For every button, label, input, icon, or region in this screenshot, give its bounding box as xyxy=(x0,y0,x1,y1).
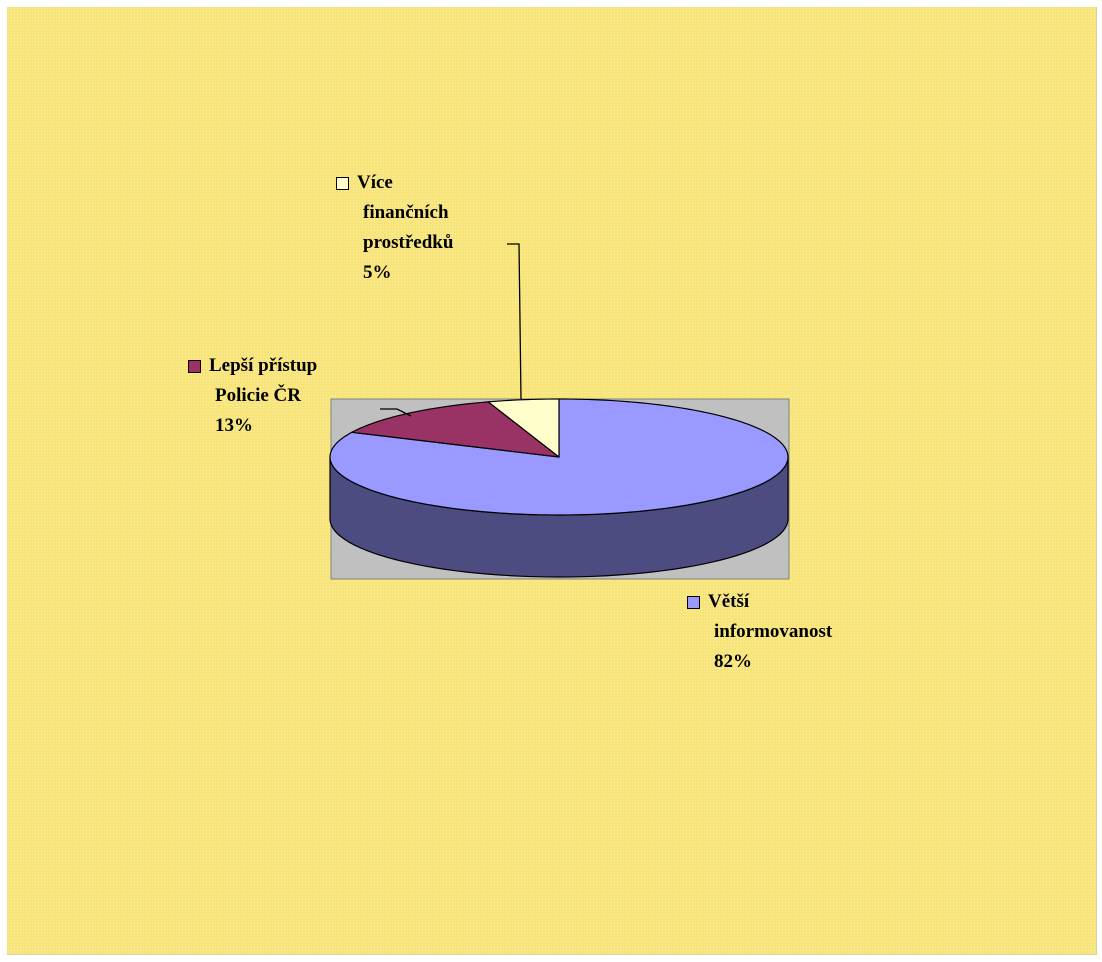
value-label: 82% xyxy=(714,651,752,672)
pie-slice-2 xyxy=(487,398,560,458)
value-label: 13% xyxy=(215,415,253,436)
data-label-vetsi-informovanost: Větší informovanost 82% xyxy=(687,587,832,677)
leader-line-lepsi-pristup xyxy=(380,408,412,417)
chart-area: Více finančních prostředků 5% Lepší přís… xyxy=(7,7,1097,955)
data-label-lepsi-pristup-policie: Lepší přístup Policie ČR 13% xyxy=(188,351,317,441)
data-label-vice-financnich-prostredku: Více finančních prostředků 5% xyxy=(336,168,453,288)
label-line: prostředků xyxy=(363,232,454,253)
label-line: Větší xyxy=(708,591,750,612)
legend-swatch-vice-financnich-prostredku xyxy=(336,176,349,190)
leader-line-vice-financnich xyxy=(507,243,522,400)
label-line: Více xyxy=(357,172,393,193)
legend-swatch-lepsi-pristup-policie xyxy=(188,359,201,373)
label-line: informovanost xyxy=(714,621,833,642)
label-line: Policie ČR xyxy=(215,385,302,406)
legend-swatch-vetsi-informovanost xyxy=(687,595,700,609)
pie-slice-1 xyxy=(351,401,560,458)
label-line: finančních xyxy=(363,202,449,223)
value-label: 5% xyxy=(363,262,392,283)
pie-chart-svg xyxy=(329,243,790,580)
label-line: Lepší přístup xyxy=(209,355,318,376)
